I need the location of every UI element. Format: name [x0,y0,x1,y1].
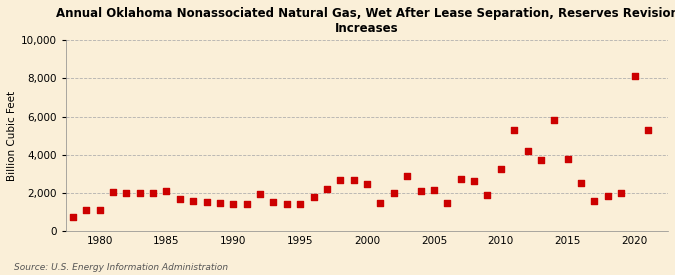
Point [362,182,373,187]
Point [161,189,172,193]
Point [603,194,614,198]
Point [107,190,118,194]
Point [268,199,279,204]
Text: Source: U.S. Energy Information Administration: Source: U.S. Energy Information Administ… [14,263,227,272]
Y-axis label: Billion Cubic Feet: Billion Cubic Feet [7,91,17,181]
Point [442,200,453,205]
Point [295,201,306,206]
Point [589,199,600,203]
Point [576,180,587,185]
Point [509,128,520,132]
Point [188,199,198,203]
Point [375,200,386,205]
Point [148,191,159,195]
Point [174,197,185,201]
Point [335,177,346,182]
Point [388,191,399,195]
Point [254,192,265,196]
Point [535,157,546,162]
Point [495,167,506,171]
Title: Annual Oklahoma Nonassociated Natural Gas, Wet After Lease Separation, Reserves : Annual Oklahoma Nonassociated Natural Ga… [55,7,675,35]
Point [468,178,479,183]
Point [522,149,533,153]
Point [549,117,560,122]
Point [215,200,225,205]
Point [415,189,426,193]
Point [228,201,239,206]
Point [134,191,145,195]
Point [201,199,212,204]
Point [643,128,653,132]
Point [242,201,252,206]
Point [81,208,92,212]
Point [429,188,439,192]
Point [616,191,626,195]
Point [629,73,640,78]
Point [121,191,132,195]
Point [402,174,412,178]
Point [348,177,359,182]
Point [456,177,466,181]
Point [281,201,292,206]
Point [482,193,493,197]
Point [95,208,105,212]
Point [562,156,573,161]
Point [321,187,332,191]
Point [68,215,78,219]
Point [308,195,319,199]
